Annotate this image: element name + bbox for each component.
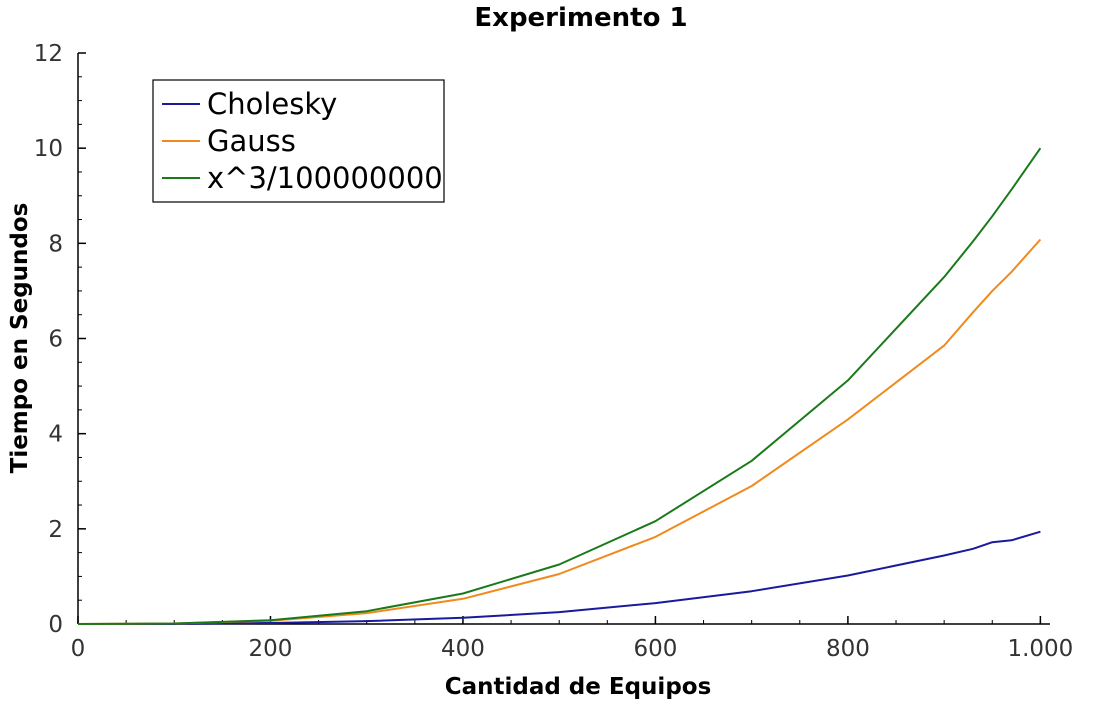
x-tick-label: 0 <box>71 636 86 662</box>
series-line-1 <box>77 530 1041 625</box>
legend-label: Gauss <box>207 124 296 158</box>
legend-box <box>152 79 445 203</box>
legend-label: x^3/100000000 <box>207 161 443 195</box>
series-lines <box>77 147 1042 625</box>
y-tick-label: 0 <box>48 612 63 638</box>
y-axis-label: Tiempo en Segundos <box>7 203 33 474</box>
y-tick-label: 10 <box>34 136 63 162</box>
y-tick-label: 12 <box>34 41 63 67</box>
y-tick-label: 2 <box>48 517 63 543</box>
series-line-3 <box>77 147 1042 625</box>
y-tick-label: 4 <box>48 422 63 448</box>
x-tick-label: 400 <box>441 636 485 662</box>
x-tick-label: 200 <box>249 636 293 662</box>
legend-label: Cholesky <box>207 87 337 121</box>
y-tick-label: 6 <box>48 327 63 353</box>
x-tick-label: 1.000 <box>1007 636 1073 662</box>
x-axis-label: Cantidad de Equipos <box>445 674 712 700</box>
y-tick-label: 8 <box>48 231 63 257</box>
chart-title: Experimento 1 <box>474 3 687 33</box>
x-tick-label: 800 <box>826 636 870 662</box>
x-tick-label: 600 <box>633 636 677 662</box>
